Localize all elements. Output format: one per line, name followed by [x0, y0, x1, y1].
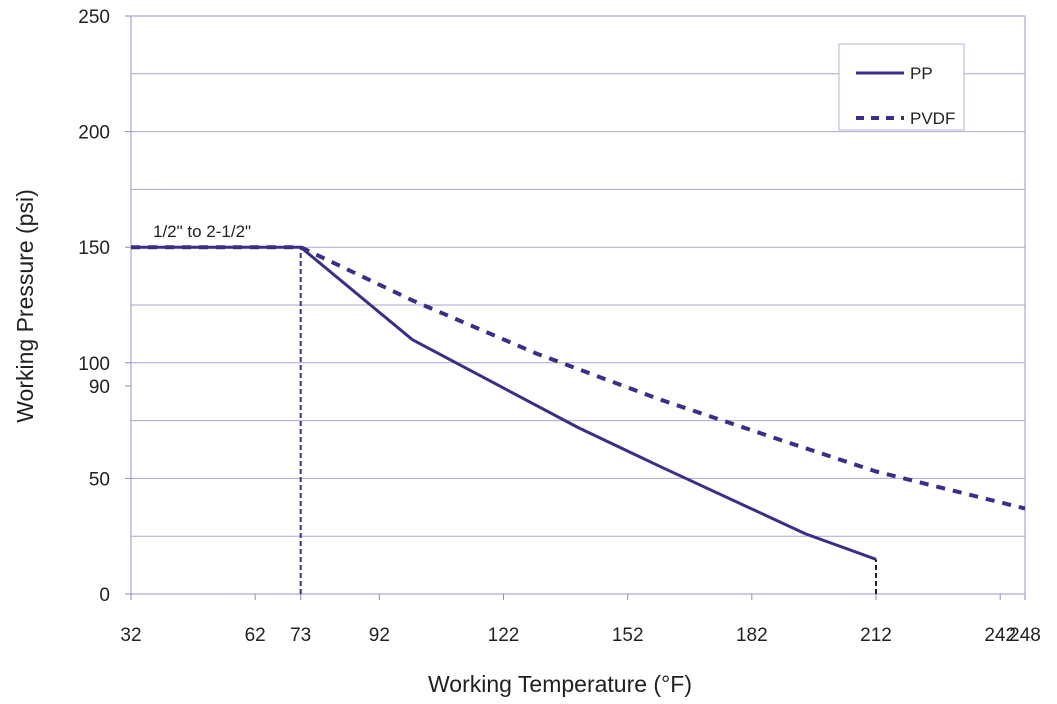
- x-tick-label-152: 152: [612, 625, 644, 646]
- legend-label-pvdf: PVDF: [910, 109, 955, 128]
- y-tick-label-50: 50: [89, 469, 110, 490]
- x-tick-label-62: 62: [245, 625, 266, 646]
- reference-lines: [299, 247, 877, 594]
- legend: PP PVDF: [838, 43, 965, 131]
- series-line-pp: [131, 245, 877, 561]
- x-tick-label-73: 73: [290, 625, 311, 646]
- y-tick-label-200: 200: [78, 123, 110, 144]
- annotations: 1/2" to 2-1/2": [153, 222, 251, 241]
- x-tick-label-212: 212: [860, 625, 892, 646]
- x-tick-label-122: 122: [488, 625, 520, 646]
- x-tick-label-182: 182: [736, 625, 768, 646]
- y-axis-title: Working Pressure (psi): [12, 189, 38, 422]
- x-tick-label-32: 32: [120, 625, 141, 646]
- y-tick-label-0: 0: [99, 585, 110, 606]
- y-tick-label-100: 100: [78, 354, 110, 375]
- annotation-size-range: 1/2" to 2-1/2": [153, 222, 251, 241]
- x-tick-label-242: 242: [984, 625, 1016, 646]
- legend-label-pp: PP: [910, 64, 933, 83]
- series-line-pvdf: [131, 245, 1026, 511]
- x-axis-title: Working Temperature (°F): [428, 671, 692, 697]
- x-tick-label-92: 92: [369, 625, 390, 646]
- data-series: [131, 245, 1026, 561]
- y-tick-label-250: 250: [78, 7, 110, 28]
- plot-area-border: [130, 15, 1026, 595]
- x-tick-label-248: 248: [1009, 625, 1041, 646]
- y-tick-label-150: 150: [78, 238, 110, 259]
- y-tick-label-90: 90: [89, 377, 110, 398]
- legend-box: [838, 43, 965, 131]
